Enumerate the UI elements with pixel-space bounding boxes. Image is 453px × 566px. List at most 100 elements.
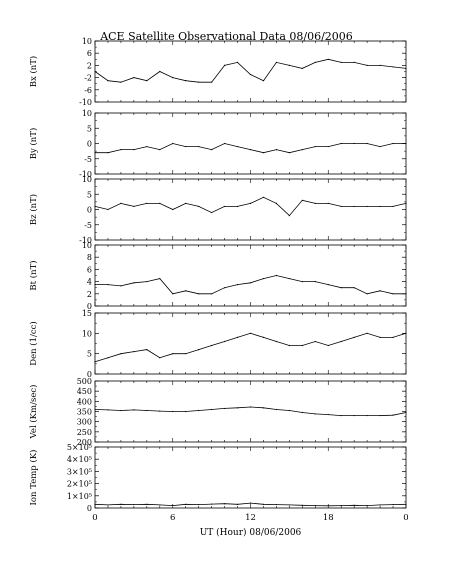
y-axis-label: Bz (nT) [28,194,39,225]
data-point [301,344,303,347]
data-point [172,410,174,413]
data-point [340,287,342,289]
y-tick-label: 5 [87,124,92,133]
data-point [133,149,135,151]
data-point [392,66,394,68]
data-point [236,336,239,338]
data-point [249,202,252,204]
y-tick-label: 0 [87,206,92,215]
data-point [275,340,278,343]
data-point [120,202,122,204]
data-point [223,287,226,289]
y-tick-label: 10 [82,329,92,338]
data-point [379,145,381,148]
data-point [223,503,226,505]
data-point [249,502,252,504]
data-point [211,293,213,295]
data-point [146,145,148,148]
data-point [107,80,109,82]
data-point [301,67,303,70]
data-point [405,202,407,204]
data-point [185,80,187,82]
y-tick-label: 500 [77,377,92,386]
data-point [223,205,226,208]
panel-frame [94,40,407,103]
x-tick-label: 6 [170,513,175,523]
y-axis-label: Bt (nT) [28,260,39,290]
data-point [314,413,316,415]
data-point [185,353,187,355]
x-tick-label: 12 [245,513,256,523]
data-point [133,503,135,506]
data-point [236,407,239,409]
data-point [301,199,303,201]
x-tick-label: 0 [403,513,408,523]
y-tick-label: 400 [77,397,92,406]
data-point [405,67,407,70]
data-point [94,284,96,286]
x-tick-label: 18 [323,513,334,523]
data-point [185,503,187,505]
data-point [107,409,109,411]
data-point [133,409,135,411]
data-point [262,503,265,505]
data-point [353,336,355,338]
series-line [94,332,407,363]
data-point [107,208,109,211]
data-point [249,332,252,334]
data-point [146,80,148,82]
data-point [172,353,174,355]
data-point [198,409,200,412]
data-point [133,77,135,79]
y-tick-label: 5 [87,190,92,199]
data-point [353,287,355,289]
y-tick-label: 300 [77,418,92,427]
data-point [379,290,381,292]
data-point [366,414,368,417]
y-tick-label: 2 [87,61,92,70]
data-point [314,61,316,63]
data-point [366,142,368,145]
data-point [379,504,381,506]
data-point [379,336,381,338]
y-tick-label: 1×10⁵ [67,492,92,501]
data-point [366,205,368,208]
data-point [198,81,200,83]
data-point [366,504,368,507]
data-point [120,149,122,151]
data-point [211,211,213,214]
data-point [159,149,161,151]
data-point [159,410,161,412]
data-point [249,282,252,284]
series-line [94,196,407,217]
y-tick-label: 250 [77,428,92,437]
data-point [392,205,394,208]
data-point [185,290,187,292]
data-point [133,205,135,208]
data-point [262,152,265,154]
data-point [211,344,213,347]
data-point [353,504,355,506]
data-point [340,414,342,417]
data-point [107,504,109,506]
data-point [340,61,342,63]
series-line [94,406,407,417]
y-tick-label: 0 [87,504,92,513]
data-point [314,202,316,204]
data-point [327,284,329,286]
panel-frame [94,244,407,307]
chart-title: ACE Satellite Observational Data 08/06/2… [100,30,353,43]
data-point [172,504,174,507]
data-point [133,351,135,353]
data-point [223,64,226,66]
data-point [262,277,265,280]
data-point [107,357,109,359]
y-tick-label: -10 [79,236,92,245]
data-point [159,70,161,73]
data-point [405,293,407,295]
y-tick-label: 2×10⁵ [67,480,92,489]
y-tick-label: -2 [84,74,92,83]
data-point [223,407,226,410]
y-tick-label: 0 [87,370,92,379]
y-tick-label: -5 [84,221,92,230]
